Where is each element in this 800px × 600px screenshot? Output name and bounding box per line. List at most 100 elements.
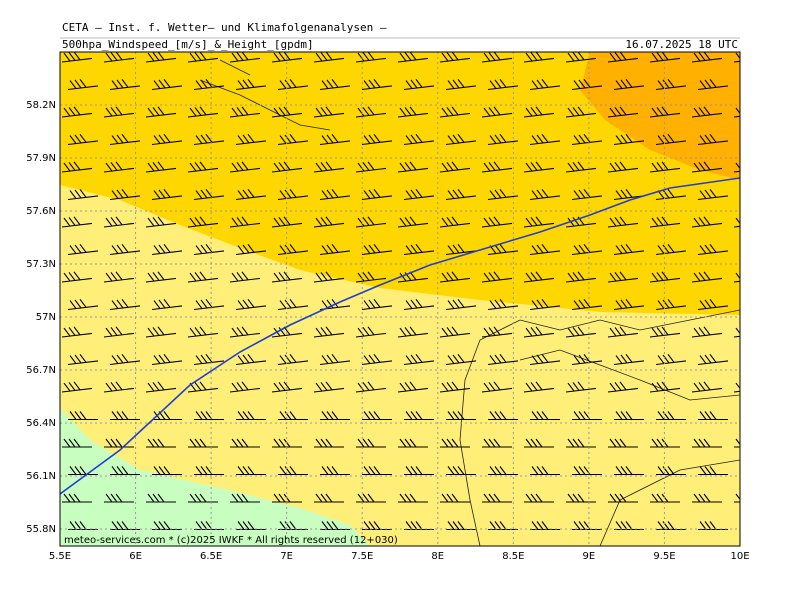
wind-barb xyxy=(656,466,686,476)
wind-barb xyxy=(193,189,225,201)
wind-barb xyxy=(103,161,135,173)
wind-barb xyxy=(355,161,387,173)
wind-barb xyxy=(67,79,99,91)
wind-barb xyxy=(319,244,351,256)
wind-barb xyxy=(571,189,603,201)
wind-barb xyxy=(67,244,99,256)
wind-barb xyxy=(403,79,435,91)
wind-barb xyxy=(523,326,555,338)
wind-barb xyxy=(529,134,561,146)
wind-barb xyxy=(734,493,740,503)
wind-barb xyxy=(62,438,92,448)
wind-barb xyxy=(362,411,392,421)
lon-label: 10E xyxy=(730,551,749,562)
wind-barb xyxy=(319,134,351,146)
wind-barb xyxy=(356,438,386,448)
wind-barb xyxy=(355,52,387,63)
wind-barb xyxy=(68,411,98,421)
wind-barb xyxy=(187,52,219,63)
wind-barb xyxy=(481,106,513,118)
wind-barb xyxy=(529,299,561,311)
wind-barb xyxy=(61,106,93,118)
wind-barb xyxy=(236,411,266,421)
wind-barb xyxy=(313,381,345,393)
wind-barb xyxy=(523,271,555,283)
wind-barb xyxy=(320,466,350,476)
wind-barb xyxy=(691,161,723,173)
wind-barb xyxy=(193,244,225,256)
lon-label: 5.5E xyxy=(49,551,71,562)
wind-barb xyxy=(355,326,387,338)
wind-barb xyxy=(229,161,261,173)
wind-barb xyxy=(67,354,99,366)
plot-area xyxy=(60,52,770,546)
wind-barb xyxy=(691,216,723,228)
wind-barb xyxy=(692,493,722,503)
wind-barb xyxy=(271,381,303,393)
wind-barb xyxy=(446,411,476,421)
wind-barb xyxy=(692,438,722,448)
wind-barb xyxy=(187,326,219,338)
wind-barb xyxy=(482,493,512,503)
wind-barb xyxy=(697,79,729,91)
wind-barb xyxy=(571,134,603,146)
wind-barb xyxy=(109,354,141,366)
lat-label: 56.4N xyxy=(26,418,56,429)
wind-barb xyxy=(61,216,93,228)
wind-barb xyxy=(697,189,729,201)
wind-barb xyxy=(103,216,135,228)
wind-barb xyxy=(733,272,740,283)
wind-barb xyxy=(235,134,267,146)
wind-barb xyxy=(319,189,351,201)
wind-barb xyxy=(355,216,387,228)
wind-barb xyxy=(68,466,98,476)
wind-barb xyxy=(691,271,723,283)
wind-barb xyxy=(482,438,512,448)
wind-barb xyxy=(319,299,351,311)
wind-barb xyxy=(691,52,723,63)
wind-barb xyxy=(572,411,602,421)
wind-barb xyxy=(109,134,141,146)
wind-barb xyxy=(524,493,554,503)
lon-label: 9.5E xyxy=(653,551,675,562)
lat-label: 56.7N xyxy=(26,365,56,376)
wind-barb xyxy=(733,52,740,63)
wind-barb xyxy=(230,493,260,503)
wind-barb xyxy=(188,438,218,448)
wind-barb xyxy=(109,79,141,91)
wind-barb xyxy=(151,134,183,146)
wind-barb xyxy=(187,271,219,283)
wind-barb xyxy=(193,354,225,366)
wind-barb xyxy=(649,52,681,63)
wind-barb xyxy=(62,493,92,503)
wind-barb xyxy=(313,106,345,118)
wind-barb xyxy=(613,79,645,91)
wind-barb xyxy=(655,244,687,256)
lon-label: 9E xyxy=(583,551,596,562)
wind-barb xyxy=(734,438,740,448)
lat-label: 57N xyxy=(36,312,56,323)
wind-barb xyxy=(397,326,429,338)
wind-barb xyxy=(355,106,387,118)
wind-barb xyxy=(271,106,303,118)
wind-barb xyxy=(649,271,681,283)
wind-barb xyxy=(146,493,176,503)
lon-label: 8.5E xyxy=(502,551,524,562)
wind-barb xyxy=(235,189,267,201)
wind-barb xyxy=(230,438,260,448)
wind-barb xyxy=(313,326,345,338)
wind-barb xyxy=(271,52,303,63)
wind-barb xyxy=(740,412,770,420)
wind-barb xyxy=(145,161,177,173)
wind-barb xyxy=(614,466,644,476)
lat-label: 57.9N xyxy=(26,153,56,164)
wind-barb xyxy=(445,299,477,311)
wind-barb xyxy=(739,143,740,145)
wind-barb xyxy=(655,134,687,146)
wind-barb xyxy=(404,411,434,421)
wind-barb xyxy=(488,521,518,531)
wind-barb xyxy=(271,216,303,228)
wind-barb xyxy=(271,271,303,283)
wind-barb xyxy=(103,326,135,338)
title: CETA — Inst. f. Wetter— und Klimafolgena… xyxy=(62,21,387,34)
